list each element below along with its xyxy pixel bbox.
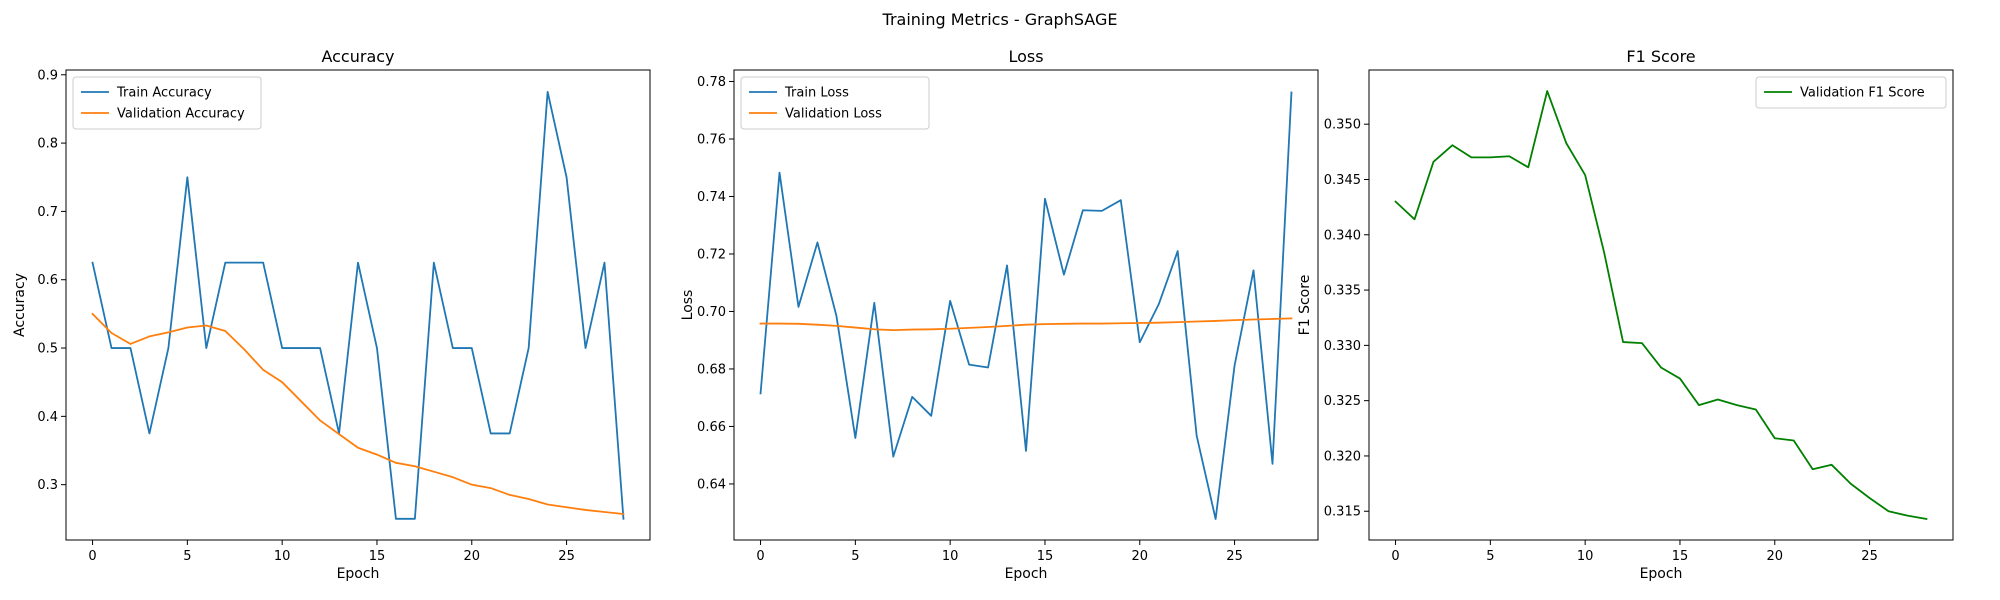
- x-tick-label: 10: [1577, 549, 1594, 564]
- x-tick-label: 5: [183, 549, 191, 564]
- legend: Validation F1 Score: [1755, 76, 1947, 109]
- y-tick-label: 0.320: [1324, 449, 1361, 464]
- legend-label: Validation Loss: [785, 107, 882, 122]
- legend-box: [1755, 76, 1947, 109]
- y-tick-label: 0.66: [697, 420, 726, 435]
- y-tick-label: 0.335: [1324, 284, 1361, 299]
- x-tick-label: 20: [1766, 549, 1783, 564]
- y-tick-label: 0.78: [697, 75, 726, 90]
- chart-panel-3: 0 5 10 15 20 25 0.315 0.320 0.325 0.330 0.335 0.340…: [1297, 47, 1954, 582]
- y-tick-label: 0.68: [697, 362, 726, 377]
- y-axis-label: F1 Score: [1297, 275, 1313, 336]
- x-tick-label: 15: [1672, 549, 1689, 564]
- x-tick-label: 25: [558, 549, 575, 564]
- legend: Train Accuracy Validation Accuracy: [72, 76, 262, 130]
- y-tick-label: 0.340: [1324, 228, 1361, 243]
- y-tick-label: 0.8: [37, 137, 58, 152]
- x-axis-label: Epoch: [337, 566, 380, 582]
- y-tick-label: 0.6: [37, 273, 58, 288]
- series-line-validation-loss: [759, 317, 1293, 332]
- x-tick-label: 20: [1131, 549, 1148, 564]
- y-tick-label: 0.345: [1324, 173, 1361, 188]
- legend-label: Train Accuracy: [116, 86, 212, 101]
- y-tick-label: 0.325: [1324, 394, 1361, 409]
- x-tick-label: 0: [1391, 549, 1399, 564]
- y-tick-label: 0.330: [1324, 339, 1361, 354]
- chart-title: F1 Score: [1626, 47, 1695, 66]
- y-tick-label: 0.72: [697, 247, 726, 262]
- plot-area: [65, 69, 651, 541]
- x-tick-label: 0: [756, 549, 764, 564]
- y-axis-label: Loss: [680, 290, 696, 321]
- x-tick-label: 25: [1226, 549, 1243, 564]
- x-tick-label: 15: [1037, 549, 1054, 564]
- figure-suptitle: Training Metrics - GraphSAGE: [882, 10, 1118, 29]
- y-tick-label: 0.9: [37, 68, 58, 83]
- legend-box: [72, 76, 262, 130]
- chart-title: Accuracy: [321, 47, 394, 66]
- y-tick-label: 0.5: [37, 342, 58, 357]
- y-tick-label: 0.3: [37, 478, 58, 493]
- chart-panel-2: 0 5 10 15 20 25 0.64 0.66 0.68 0.70 0.72 0.74 0.76 0.…: [680, 47, 1319, 582]
- y-tick-label: 0.315: [1324, 505, 1361, 520]
- y-tick-label: 0.64: [697, 477, 726, 492]
- x-axis-label: Epoch: [1005, 566, 1048, 582]
- y-tick-label: 0.4: [37, 410, 58, 425]
- chart-panel-1: 0 5 10 15 20 25 0.3 0.4 0.5 0.6 0.7 0.8 0.9 Accuracy E…: [12, 47, 651, 582]
- legend-box: [740, 76, 930, 130]
- series-line-validation-accuracy: [91, 312, 625, 516]
- series-line-validation-f1-score: [1394, 90, 1928, 521]
- y-tick-label: 0.70: [697, 305, 726, 320]
- legend: Train Loss Validation Loss: [740, 76, 930, 130]
- series-line-train-accuracy: [91, 90, 625, 520]
- legend-label: Validation Accuracy: [117, 107, 245, 122]
- series-line-train-loss: [759, 91, 1293, 520]
- y-tick-label: 0.7: [37, 205, 58, 220]
- x-axis-label: Epoch: [1640, 566, 1683, 582]
- y-tick-label: 0.76: [697, 132, 726, 147]
- plot-area: [1368, 69, 1954, 541]
- y-tick-label: 0.74: [697, 190, 726, 205]
- x-tick-label: 5: [1486, 549, 1494, 564]
- plot-area: [733, 69, 1319, 541]
- x-tick-label: 5: [851, 549, 859, 564]
- x-tick-label: 25: [1861, 549, 1878, 564]
- legend-label: Validation F1 Score: [1800, 86, 1925, 101]
- x-tick-label: 20: [463, 549, 480, 564]
- y-axis-label: Accuracy: [12, 273, 28, 337]
- x-tick-label: 10: [274, 549, 291, 564]
- x-tick-label: 15: [369, 549, 386, 564]
- y-tick-label: 0.350: [1324, 118, 1361, 133]
- legend-label: Train Loss: [784, 86, 849, 101]
- x-tick-label: 10: [942, 549, 959, 564]
- x-tick-label: 0: [88, 549, 96, 564]
- chart-title: Loss: [1008, 47, 1043, 66]
